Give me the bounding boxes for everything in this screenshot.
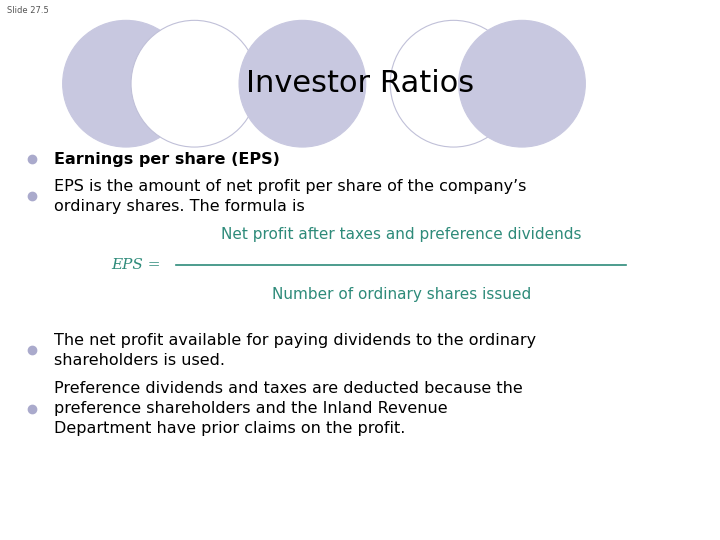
Text: Preference dividends and taxes are deducted because the: Preference dividends and taxes are deduc… [54,381,523,396]
Text: The net profit available for paying dividends to the ordinary: The net profit available for paying divi… [54,333,536,348]
Ellipse shape [63,21,189,147]
Text: Slide 27.5: Slide 27.5 [7,6,49,16]
Text: ordinary shares. The formula is: ordinary shares. The formula is [54,199,305,214]
Text: Investor Ratios: Investor Ratios [246,69,474,98]
Text: EPS =: EPS = [112,258,161,272]
Text: Earnings per share (EPS): Earnings per share (EPS) [54,152,280,167]
Text: Department have prior claims on the profit.: Department have prior claims on the prof… [54,421,405,436]
Ellipse shape [390,21,517,147]
Text: preference shareholders and the Inland Revenue: preference shareholders and the Inland R… [54,401,448,416]
Ellipse shape [459,21,585,147]
Text: Number of ordinary shares issued: Number of ordinary shares issued [271,287,531,302]
Text: Net profit after taxes and preference dividends: Net profit after taxes and preference di… [221,227,582,242]
Ellipse shape [239,21,366,147]
Text: shareholders is used.: shareholders is used. [54,353,225,368]
Ellipse shape [131,21,258,147]
Text: EPS is the amount of net profit per share of the company’s: EPS is the amount of net profit per shar… [54,179,526,194]
